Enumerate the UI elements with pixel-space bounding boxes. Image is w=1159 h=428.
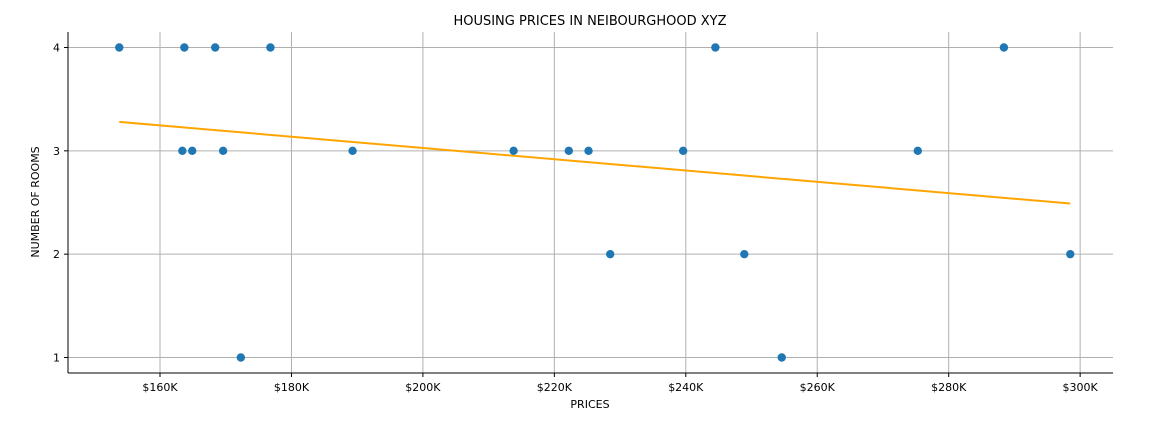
x-tick-label: $260K: [800, 381, 836, 394]
data-point: [584, 146, 593, 156]
data-point: [180, 43, 189, 52]
data-point: [115, 43, 124, 52]
y-tick-label: 4: [53, 42, 60, 55]
x-tick-label: $180K: [274, 381, 310, 394]
y-tick-labels: 1 2 3 4: [53, 42, 60, 365]
data-point: [913, 146, 923, 156]
x-tick-label: $160K: [142, 381, 178, 394]
x-tick-label: $280K: [931, 381, 967, 394]
x-tick-label: $240K: [668, 381, 704, 394]
data-point: [999, 43, 1009, 52]
trendline-layer: [119, 120, 1071, 205]
data-point: [711, 43, 720, 52]
axes: [64, 32, 1113, 377]
data-point: [1066, 249, 1075, 259]
data-point: [236, 353, 246, 362]
data-point: [777, 353, 786, 362]
y-tick-label: 2: [53, 248, 60, 261]
y-tick-label: 3: [53, 145, 60, 158]
x-tick-label: $220K: [537, 381, 573, 394]
y-axis-label: NUMBER OF ROOMS: [29, 146, 42, 257]
data-point: [348, 146, 357, 156]
x-tick-label: $200K: [405, 381, 441, 394]
data-point: [678, 146, 688, 156]
x-tick-labels: $160K $180K $200K $220K $240K $260K $280K $300K: [142, 381, 1098, 394]
chart-title: HOUSING PRICES IN NEIBOURGHOOD XYZ: [453, 14, 726, 29]
data-points: [115, 43, 1075, 362]
data-point: [509, 146, 518, 156]
data-point: [266, 43, 275, 52]
data-point: [606, 249, 615, 259]
x-axis-label: PRICES: [570, 398, 609, 411]
grid-lines: [68, 32, 1113, 373]
y-tick-label: 1: [53, 352, 60, 365]
data-point: [564, 146, 574, 156]
data-point: [211, 43, 220, 52]
trendline: [119, 120, 1071, 205]
data-point: [740, 249, 749, 259]
data-point: [178, 146, 187, 156]
data-point: [218, 146, 228, 156]
x-tick-label: $300K: [1063, 381, 1099, 394]
data-point: [188, 146, 197, 156]
